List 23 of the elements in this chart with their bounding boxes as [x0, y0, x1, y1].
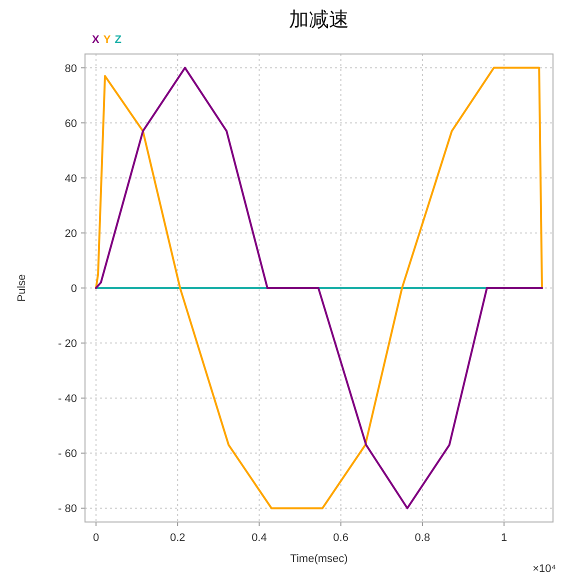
y-tick-label: 0	[70, 283, 77, 295]
text: Z	[114, 34, 122, 46]
text: X	[92, 34, 100, 46]
x-tick-label: 1	[500, 532, 508, 544]
y-tick-label: - 20	[58, 338, 77, 350]
x-tick-label: 0.2	[170, 532, 186, 544]
x-axis-title: Time(msec)	[290, 553, 348, 565]
y-axis-title: Pulse	[16, 274, 28, 302]
y-tick-label: - 60	[58, 448, 77, 460]
y-tick-label: - 40	[58, 393, 77, 406]
chart-title: 加减速	[289, 9, 349, 31]
line-series	[95, 66, 543, 510]
x-tick-label: 0.4	[252, 532, 267, 544]
text: ×10⁴	[532, 563, 556, 575]
y-tick-label: 20	[64, 228, 77, 240]
y-tick-label: 40	[64, 172, 77, 185]
x-tick-label: 0.6	[333, 532, 348, 544]
text: Y	[103, 34, 112, 46]
x-tick-label: 0.8	[414, 532, 430, 544]
y-tick-label: 80	[64, 62, 77, 75]
y-tick-label: - 80	[58, 503, 77, 516]
x-tick-label: 0	[92, 532, 100, 544]
y-tick-label: 60	[64, 118, 77, 130]
